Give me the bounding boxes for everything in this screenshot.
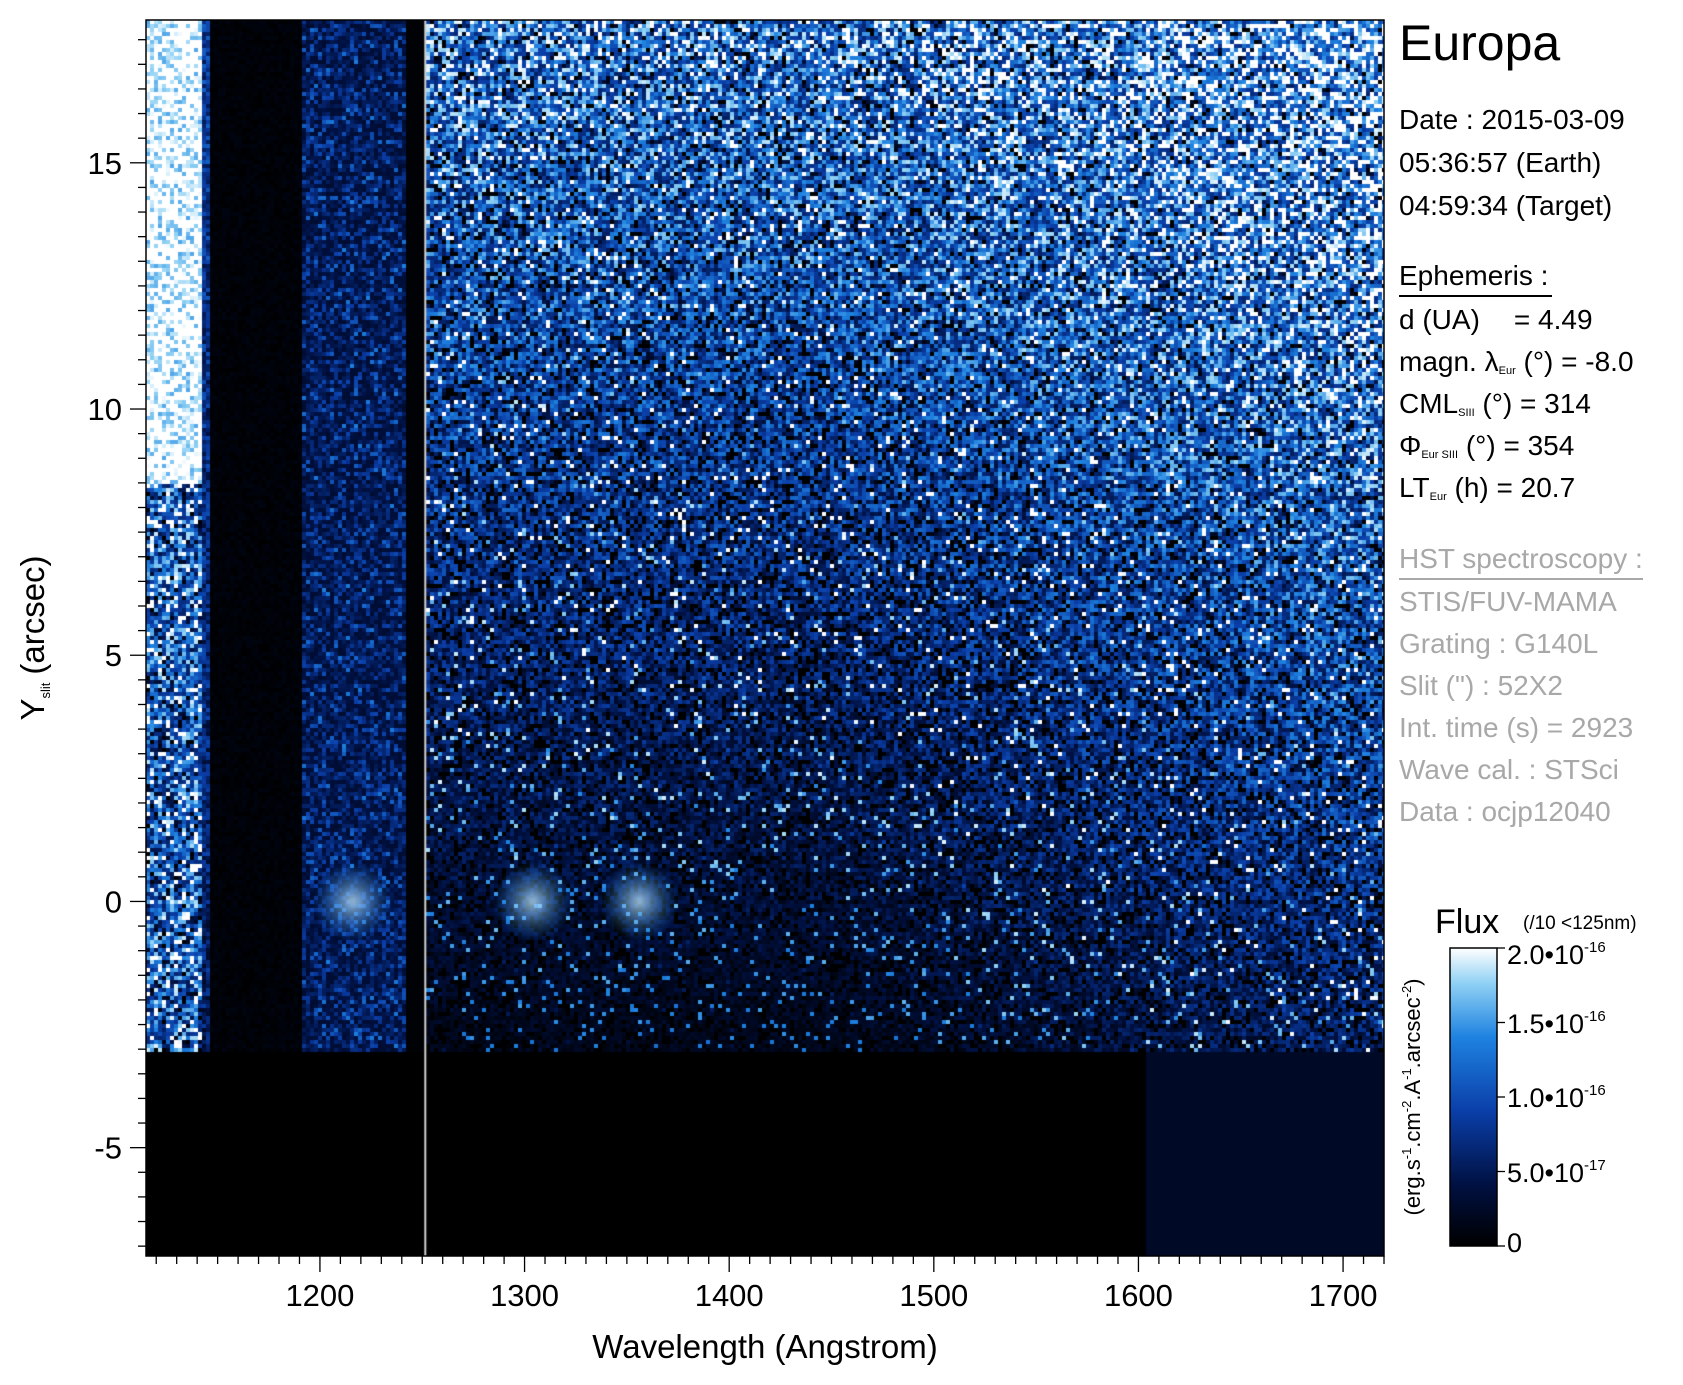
colorbar-tick-label: 1.5•10-16 [1507,1007,1606,1039]
colorbar-tick-label: 0 [1507,1228,1523,1258]
y-tick-label: -5 [94,1131,122,1166]
colorbar-title: Flux [1435,903,1500,941]
target-title: Europa [1399,15,1561,71]
x-tick-label: 1200 [285,1278,354,1313]
y-tick-label: 0 [105,884,122,919]
wave-calibration: Wave cal. : STSci [1399,754,1619,785]
ephemeris-magn-lat: magn. λEur (°) = -8.0 [1399,346,1634,377]
x-tick-label: 1300 [490,1278,559,1313]
ephemeris-distance: d (UA) = 4.49 [1399,304,1593,335]
plot-frame [145,19,1385,1257]
ephemeris-header: Ephemeris : [1399,260,1553,297]
colorbar-note: (/10 <125nm) [1523,913,1637,934]
slit: Slit (") : 52X2 [1399,670,1563,701]
y-tick-label: 15 [88,146,122,181]
colorbar-tick-label: 2.0•10-16 [1507,939,1606,970]
integration-time: Int. time (s) = 2923 [1399,712,1634,743]
y-axis-title-unit: (arcsec) [14,555,51,674]
x-tick-label: 1500 [899,1278,968,1313]
x-tick-label: 1600 [1104,1278,1173,1313]
y-axis-title: Yslit (arcsec) [14,555,53,720]
colorbar-unit: (erg.s-1.cm-2.A-1.arcsec-2) [1399,979,1425,1216]
ephemeris-local-time: LTEur (h) = 20.7 [1399,472,1576,503]
y-axis-title-sub: slit [38,682,53,698]
x-axis: 1200 1300 1400 1500 1600 1700 [155,1256,1385,1313]
hst-header: HST spectroscopy : [1399,543,1643,580]
y-axis: -5 0 5 10 15 [88,39,146,1247]
instrument: STIS/FUV-MAMA [1399,586,1617,617]
y-axis-title-main: Y [14,699,51,721]
observation-date: Date : 2015-03-09 [1399,104,1625,135]
target-time: 04:59:34 (Target) [1399,190,1613,221]
x-axis-title: Wavelength (Angstrom) [592,1328,937,1365]
x-tick-label: 1700 [1309,1278,1378,1313]
colorbar-ticks [1497,947,1505,1247]
info-panel: Europa Date : 2015-03-09 05:36:57 (Earth… [1399,0,1683,1385]
heatmap-image [146,20,1384,1256]
colorbar-tick-label: 5.0•10-17 [1507,1156,1606,1188]
x-tick-label: 1400 [695,1278,764,1313]
y-tick-label: 10 [88,392,122,427]
ephemeris-cml: CMLSIII (°) = 314 [1399,388,1591,419]
grating: Grating : G140L [1399,628,1599,659]
y-tick-label: 5 [105,638,122,673]
data-id: Data : ocjp12040 [1399,796,1611,827]
colorbar-tick-label: 1.0•10-16 [1507,1082,1606,1113]
earth-time: 05:36:57 (Earth) [1399,147,1602,178]
ephemeris-phi: ΦEur SIII (°) = 354 [1399,430,1575,461]
